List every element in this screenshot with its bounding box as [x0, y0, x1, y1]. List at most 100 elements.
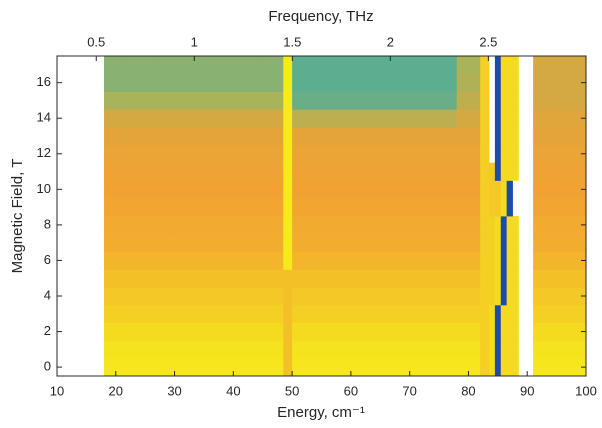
- heatmap-cell: [494, 56, 502, 75]
- heatmap-cell: [233, 269, 264, 288]
- heatmap-cell: [156, 233, 175, 252]
- heatmap-cell: [362, 180, 411, 199]
- heatmap-cell: [292, 56, 311, 75]
- heatmap-cell: [203, 73, 234, 92]
- heatmap-cell: [333, 322, 364, 341]
- heatmap-cell: [480, 340, 490, 359]
- heatmap-cell: [233, 109, 264, 128]
- heatmap-cell: [104, 251, 123, 270]
- x-tick-label: 90: [520, 383, 534, 398]
- top-tick-label: 1: [191, 34, 198, 49]
- heatmap-cell: [203, 180, 234, 199]
- heatmap-cell: [333, 56, 364, 75]
- heatmap-cell: [156, 127, 175, 146]
- heatmap-cell: [283, 216, 293, 235]
- heatmap-cell: [556, 144, 587, 164]
- heatmap-cell: [262, 233, 284, 252]
- heatmap-cell: [506, 91, 513, 110]
- heatmap-cell: [533, 304, 558, 324]
- heatmap-cell: [489, 269, 496, 288]
- heatmap-cell: [456, 162, 481, 181]
- heatmap-cell: [139, 91, 158, 110]
- heatmap-cell: [283, 162, 293, 181]
- heatmap-cell: [506, 216, 513, 235]
- y-tick-label: 14: [37, 110, 51, 125]
- heatmap-cell: [233, 162, 264, 181]
- heatmap-cell: [556, 269, 587, 288]
- y-tick-label: 10: [37, 181, 51, 196]
- heatmap-cell: [362, 233, 411, 252]
- heatmap-cell: [333, 162, 364, 181]
- heatmap-cell: [283, 340, 293, 359]
- heatmap-cell: [456, 56, 481, 75]
- heatmap-cell: [174, 180, 205, 199]
- x-tick-label: 10: [50, 383, 64, 398]
- heatmap-cell: [309, 287, 334, 306]
- heatmap-cell: [409, 358, 458, 377]
- heatmap-cell: [533, 162, 558, 181]
- heatmap-cell: [104, 144, 123, 164]
- heatmap-cell: [139, 144, 158, 164]
- heatmap-cell: [556, 91, 587, 110]
- heatmap-cell: [121, 269, 140, 288]
- heatmap-cell: [156, 144, 175, 164]
- heatmap-cell: [139, 287, 158, 306]
- heatmap-cell: [489, 233, 496, 252]
- heatmap-cell: [362, 198, 411, 217]
- heatmap-cell: [533, 109, 558, 128]
- heatmap-cell: [506, 198, 513, 217]
- heatmap-cell: [309, 340, 334, 359]
- heatmap-cell: [139, 162, 158, 181]
- heatmap-cell: [362, 358, 411, 377]
- heatmap-cell: [104, 358, 123, 377]
- heatmap-cell: [104, 56, 123, 75]
- heatmap-cell: [292, 73, 311, 92]
- heatmap-cell: [283, 322, 293, 341]
- heatmap-cell: [139, 322, 158, 341]
- heatmap-cell: [506, 269, 513, 288]
- heatmap-cell: [494, 216, 502, 235]
- heatmap-cell: [362, 287, 411, 306]
- heatmap-cell: [533, 198, 558, 217]
- heatmap-cell: [309, 91, 334, 110]
- y-tick-label: 0: [44, 359, 51, 374]
- x-tick-label: 40: [226, 383, 240, 398]
- heatmap-cell: [262, 91, 284, 110]
- heatmap-cell: [262, 251, 284, 270]
- heatmap-cell: [262, 73, 284, 92]
- heatmap-cell: [139, 340, 158, 359]
- heatmap-cell: [480, 251, 490, 270]
- heatmap-cell: [309, 73, 334, 92]
- heatmap-cell: [489, 340, 496, 359]
- heatmap-cell: [506, 109, 513, 128]
- heatmap-cell: [104, 233, 123, 252]
- heatmap-cell: [262, 162, 284, 181]
- heatmap-cell: [262, 144, 284, 164]
- heatmap-cell: [121, 287, 140, 306]
- heatmap-cell: [500, 322, 508, 341]
- heatmap-cell: [556, 162, 587, 181]
- heatmap-cell: [156, 73, 175, 92]
- heatmap-cell: [456, 269, 481, 288]
- heatmap-cell: [333, 180, 364, 199]
- heatmap-cell: [500, 73, 508, 92]
- y-tick-label: 4: [44, 287, 51, 302]
- heatmap-cell: [309, 269, 334, 288]
- heatmap-cell: [104, 322, 123, 341]
- heatmap-cell: [262, 180, 284, 199]
- heatmap-cell: [512, 144, 519, 164]
- heatmap-cell: [203, 216, 234, 235]
- heatmap-cell: [456, 144, 481, 164]
- heatmap-cell: [292, 127, 311, 146]
- heatmap-cell: [533, 251, 558, 270]
- heatmap-cell: [139, 358, 158, 377]
- heatmap-cell: [233, 144, 264, 164]
- heatmap-cell: [556, 216, 587, 235]
- heatmap-cell: [409, 180, 458, 199]
- heatmap-cell: [121, 91, 140, 110]
- heatmap-cell: [174, 162, 205, 181]
- heatmap-cell: [409, 109, 458, 128]
- heatmap-cell: [456, 198, 481, 217]
- heatmap-cell: [233, 340, 264, 359]
- heatmap-cell: [333, 340, 364, 359]
